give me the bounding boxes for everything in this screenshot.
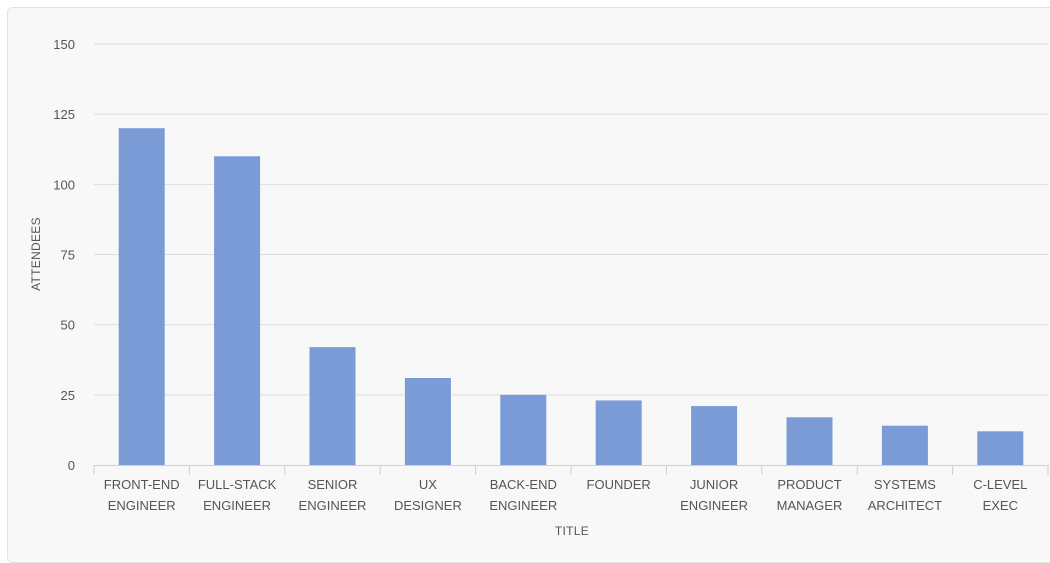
bar bbox=[881, 425, 928, 465]
bar bbox=[214, 156, 261, 465]
y-tick-label: 25 bbox=[61, 388, 75, 403]
bar bbox=[786, 417, 833, 465]
x-tick-label: JUNIOR ENGINEER bbox=[680, 477, 748, 513]
y-tick-label: 150 bbox=[53, 37, 75, 52]
x-tick-label: FOUNDER bbox=[587, 477, 651, 492]
x-tick-label: SYSTEMS ARCHITECT bbox=[868, 477, 942, 513]
y-tick-label: 0 bbox=[68, 458, 75, 473]
x-tick-label: PRODUCT MANAGER bbox=[777, 477, 843, 513]
y-axis-title: ATTENDEES bbox=[29, 217, 43, 291]
x-tick-label: SENIOR ENGINEER bbox=[299, 477, 367, 513]
x-tick-label: BACK-END ENGINEER bbox=[489, 477, 557, 513]
x-tick-label: C-LEVEL EXEC bbox=[973, 477, 1027, 513]
x-axis-title: TITLE bbox=[555, 524, 589, 538]
x-axis bbox=[93, 465, 1049, 475]
x-tick-label: FRONT-END ENGINEER bbox=[104, 477, 180, 513]
bar bbox=[691, 406, 738, 465]
y-tick-label: 125 bbox=[53, 107, 75, 122]
bar bbox=[977, 431, 1024, 465]
bar bbox=[118, 128, 165, 465]
y-tick-label: 50 bbox=[61, 318, 75, 333]
chart-card bbox=[7, 7, 1050, 563]
bars bbox=[118, 128, 1024, 465]
y-tick-label: 100 bbox=[53, 177, 75, 192]
y-tick-labels: 0 25 50 75 100 125 150 bbox=[53, 37, 75, 473]
bar bbox=[595, 400, 642, 465]
x-tick-labels: FRONT-END ENGINEER FULL-STACK ENGINEER SENIO… bbox=[104, 477, 1028, 513]
bar bbox=[500, 394, 547, 465]
y-tick-label: 75 bbox=[61, 248, 75, 263]
x-tick-label: UX DESIGNER bbox=[394, 477, 462, 513]
x-tick-label: FULL-STACK ENGINEER bbox=[198, 477, 277, 513]
bar bbox=[309, 347, 356, 465]
bar bbox=[404, 377, 451, 465]
